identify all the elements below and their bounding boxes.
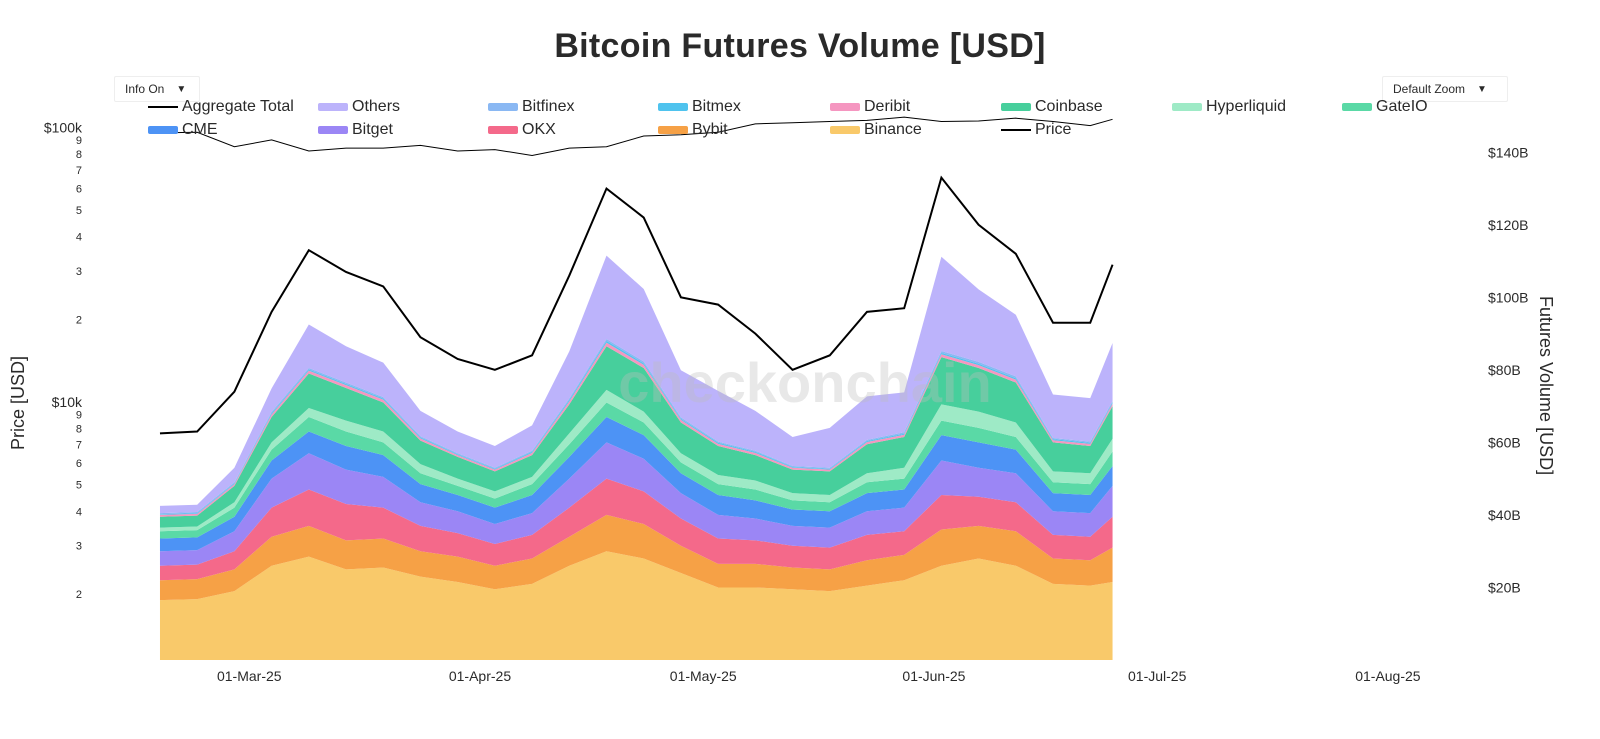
area-bybit: [159, 514, 1113, 601]
area-gateio: [159, 402, 1113, 539]
legend-swatch-icon: [148, 126, 178, 134]
legend-item-others[interactable]: Others: [318, 98, 400, 116]
y-left-tick-label: 3: [76, 541, 82, 553]
y-left-tick-label: 2: [76, 314, 82, 326]
area-cme: [159, 417, 1113, 552]
y-left-tick-label: 8: [76, 149, 82, 161]
price-line: [159, 116, 1113, 156]
y-right-tick-label: $120B: [1488, 217, 1528, 233]
legend-item-aggregate-total[interactable]: Aggregate Total: [148, 98, 294, 116]
y-left-tick-label: 2: [76, 589, 82, 601]
x-tick-label: 01-May-25: [670, 668, 737, 684]
y-left-tick-label: 8: [76, 424, 82, 436]
chart-title: Bitcoin Futures Volume [USD]: [554, 27, 1046, 65]
chevron-down-icon: ▼: [176, 83, 187, 95]
legend-item-deribit[interactable]: Deribit: [830, 98, 910, 116]
legend-swatch-icon: [318, 126, 348, 134]
y-left-tick-label: 9: [76, 410, 82, 422]
y-right-tick-label: $80B: [1488, 362, 1521, 378]
legend-label: Bitmex: [692, 98, 741, 115]
legend-label: Price: [1035, 121, 1072, 138]
x-tick-label: 01-Mar-25: [217, 668, 282, 684]
y-left-tick-label: 7: [76, 440, 82, 452]
legend-label: Coinbase: [1035, 98, 1103, 115]
info-toggle-dropdown[interactable]: Info On ▼: [114, 76, 200, 102]
legend-item-coinbase[interactable]: Coinbase: [1001, 98, 1103, 116]
legend-label: Bitfinex: [522, 98, 575, 115]
legend-swatch-icon: [830, 103, 860, 111]
legend-item-bitmex[interactable]: Bitmex: [658, 98, 741, 116]
legend-swatch-icon: [488, 126, 518, 134]
y-left-tick-label: 9: [76, 135, 82, 147]
chevron-down-icon: ▼: [1477, 83, 1487, 95]
legend-label: Binance: [864, 121, 922, 138]
area-okx: [159, 478, 1113, 581]
legend-item-binance[interactable]: Binance: [830, 121, 922, 139]
area-bitget: [159, 442, 1113, 566]
legend-item-gateio[interactable]: GateIO: [1342, 98, 1428, 116]
y-left-tick-label: 4: [76, 506, 82, 518]
y-right-tick-label: $60B: [1488, 434, 1521, 450]
watermark: checkonchain: [618, 351, 991, 414]
info-toggle-label: Info On: [125, 82, 165, 96]
legend-item-bitfinex[interactable]: Bitfinex: [488, 98, 574, 116]
legend-swatch-icon: [1001, 103, 1031, 111]
legend-label: Hyperliquid: [1206, 98, 1287, 115]
legend-item-hyperliquid[interactable]: Hyperliquid: [1172, 98, 1286, 116]
legend-label: Deribit: [864, 98, 911, 115]
area-coinbase: [159, 346, 1113, 528]
y-left-tick-label: 4: [76, 232, 82, 244]
legend-label: Others: [352, 98, 401, 115]
legend-item-price[interactable]: Price: [1001, 121, 1071, 139]
x-tick-label: 01-Aug-25: [1355, 668, 1421, 684]
y-left-tick-label: 7: [76, 165, 82, 177]
x-tick-label: 01-Apr-25: [449, 668, 511, 684]
legend-swatch-icon: [148, 106, 178, 108]
y-axis-right-title: Futures Volume [USD]: [1536, 296, 1556, 476]
plot-area: [159, 116, 1114, 660]
area-binance: [159, 551, 1113, 660]
area-others: [159, 255, 1113, 514]
y-left-tick-label: 5: [76, 480, 82, 492]
y-left-tick-label: $10k: [52, 394, 83, 410]
y-right-tick-label: $40B: [1488, 507, 1521, 523]
legend-swatch-icon: [1342, 103, 1372, 111]
zoom-dropdown[interactable]: Default Zoom ▼: [1382, 76, 1508, 102]
y-left-tick-label: 3: [76, 266, 82, 278]
y-right-tick-label: $100B: [1488, 289, 1528, 305]
x-tick-label: 01-Jul-25: [1128, 668, 1187, 684]
y-right-tick-label: $20B: [1488, 579, 1521, 595]
legend-swatch-icon: [318, 103, 348, 111]
legend-item-cme[interactable]: CME: [148, 121, 218, 139]
axes: 01-Mar-25 01-Apr-25 01-May-25 01-Jun-25 01-J…: [44, 119, 1529, 684]
zoom-label: Default Zoom: [1393, 82, 1466, 96]
y-left-tick-label: 6: [76, 458, 82, 470]
legend-swatch-icon: [1172, 103, 1202, 111]
legend-item-bitget[interactable]: Bitget: [318, 121, 393, 139]
y-left-tick-label: 5: [76, 205, 82, 217]
y-right-tick-label: $140B: [1488, 144, 1528, 160]
legend-label: GateIO: [1376, 98, 1428, 115]
aggregate-total-line: [159, 175, 1114, 435]
y-left-tick-label: $100k: [44, 119, 83, 135]
legend-label: Bybit: [692, 121, 728, 138]
legend-item-bybit[interactable]: Bybit: [658, 121, 728, 139]
legend-label: CME: [182, 121, 218, 138]
legend-label: OKX: [522, 121, 556, 138]
x-tick-label: 01-Jun-25: [902, 668, 965, 684]
y-left-tick-label: 6: [76, 183, 82, 195]
y-axis-left-title: Price [USD]: [8, 355, 28, 450]
legend-label: Aggregate Total: [182, 98, 294, 115]
legend-swatch-icon: [830, 126, 860, 134]
legend-swatch-icon: [658, 103, 688, 111]
legend-label: Bitget: [352, 121, 393, 138]
legend-swatch-icon: [658, 126, 688, 134]
legend-swatch-icon: [1001, 129, 1031, 131]
area-hyperliquid: [159, 389, 1113, 532]
legend-swatch-icon: [488, 103, 518, 111]
legend-item-okx[interactable]: OKX: [488, 121, 556, 139]
